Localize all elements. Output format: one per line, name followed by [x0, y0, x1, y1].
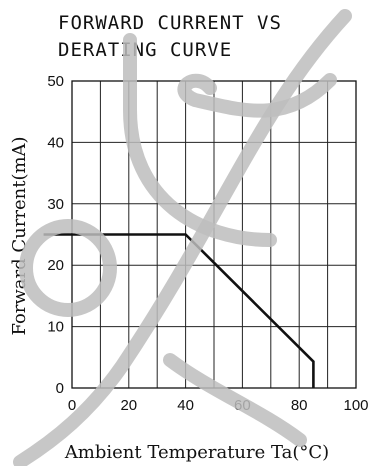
y-tick-label: 0: [56, 380, 64, 397]
chart-title-line-1: FORWARD CURRENT VS: [58, 12, 282, 34]
x-tick-label: 20: [120, 397, 137, 414]
chart-title: FORWARD CURRENT VS DERATING CURVE: [58, 12, 282, 61]
x-axis-label: Ambient Temperature Ta(°C): [64, 442, 329, 463]
x-tick-label: 80: [291, 397, 308, 414]
watermark-stroke-bottom: [163, 353, 307, 447]
watermark: [13, 9, 352, 466]
watermark-loop: [177, 73, 337, 118]
watermark-stroke-center: [123, 33, 277, 247]
x-tick-label: 100: [343, 397, 368, 414]
y-tick-label: 40: [47, 134, 64, 151]
chart-title-line-2: DERATING CURVE: [58, 39, 232, 61]
curve-layer: [43, 233, 315, 388]
x-tick-label: 0: [68, 397, 76, 414]
watermark-circle: [19, 219, 117, 317]
y-tick-label: 10: [47, 319, 64, 336]
y-tick-label: 30: [47, 196, 64, 213]
y-tick-label: 50: [47, 73, 64, 90]
y-axis-label: Forward Current(mA): [9, 136, 30, 335]
watermark-stroke-left: [13, 9, 352, 466]
y-tick-label: 20: [47, 257, 64, 274]
derating-curve-line: [43, 233, 315, 388]
y-tick-labels: 0 10 20 30 40 50: [47, 73, 64, 397]
x-tick-label: 40: [177, 397, 194, 414]
x-tick-labels: 0 20 40 60 80 100: [68, 397, 369, 414]
